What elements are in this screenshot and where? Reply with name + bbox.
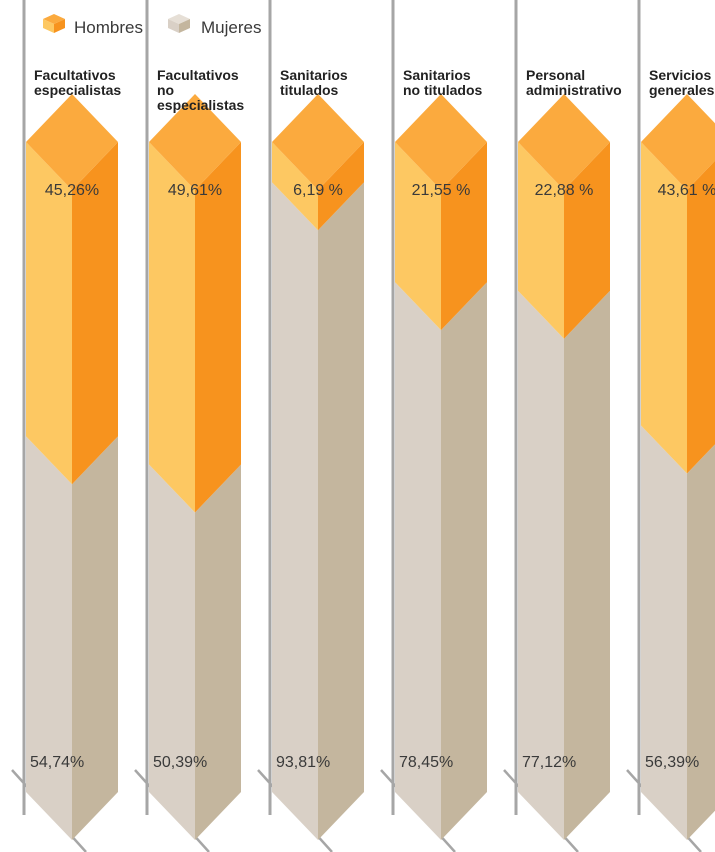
bar-hombres-front — [272, 142, 318, 231]
category-label: Personal administrativo — [526, 67, 622, 98]
bar-mujeres-side — [318, 182, 364, 841]
category-label: Facultativos especialistas — [34, 67, 121, 98]
bar-hombres-front — [26, 142, 72, 485]
category-label: Sanitarios titulados — [280, 67, 348, 98]
bar-group-5: Servicios generales 43,61 % 56,39% — [626, 0, 715, 852]
data-label-hombres: 21,55 % — [412, 182, 471, 199]
legend-label-hombres: Hombres — [74, 18, 143, 37]
bar-mujeres-side — [195, 464, 241, 840]
category-label: Facultativos no especialistas — [157, 67, 244, 113]
bar-hombres-front — [641, 142, 687, 474]
bar-mujeres-front — [272, 182, 318, 841]
bar-group-3: Sanitarios no titulados 21,55 % 78,45% — [380, 0, 487, 852]
bar-mujeres-front — [518, 290, 564, 841]
data-label-hombres: 45,26% — [45, 182, 99, 199]
bar-hombres-top — [149, 94, 241, 190]
bar-hombres-top — [518, 94, 610, 190]
data-label-mujeres: 54,74% — [30, 754, 84, 771]
bar-mujeres-front — [395, 282, 441, 840]
bar-hombres-side — [195, 142, 241, 513]
bar-mujeres-side — [564, 290, 610, 841]
bar-hombres-top — [272, 94, 364, 190]
bar-group-1: Facultativos no especialistas 49,61% 50,39% — [134, 0, 244, 852]
data-label-hombres: 6,19 % — [293, 182, 343, 199]
bar-hombres-front — [149, 142, 195, 513]
bar-hombres-side — [72, 142, 118, 485]
data-label-hombres: 43,61 % — [658, 182, 715, 199]
bar-mujeres-front — [26, 436, 72, 840]
category-label: Servicios generales — [649, 67, 715, 98]
bar-hombres-top — [641, 94, 715, 190]
legend-icon-hombres — [43, 14, 65, 33]
bar-hombres-front — [395, 142, 441, 331]
legend: Hombres Mujeres — [43, 14, 261, 37]
bar-hombres-top — [395, 94, 487, 190]
bar-hombres-side — [564, 142, 610, 339]
data-label-mujeres: 93,81% — [276, 754, 330, 771]
data-label-mujeres: 50,39% — [153, 754, 207, 771]
bar-mujeres-side — [72, 436, 118, 840]
bar-hombres-side — [441, 142, 487, 331]
bar-group-4: Personal administrativo 22,88 % 77,12% — [503, 0, 622, 852]
bar-mujeres-side — [687, 444, 715, 840]
bar-mujeres-front — [149, 464, 195, 840]
bar-hombres-side — [318, 142, 364, 231]
data-label-mujeres: 77,12% — [522, 754, 576, 771]
data-label-hombres: 49,61% — [168, 182, 222, 199]
bar-hombres-top — [26, 94, 118, 190]
legend-icon-mujeres — [168, 14, 190, 33]
bar-hombres-side — [687, 160, 715, 474]
bar-mujeres-front — [641, 425, 687, 840]
bar-mujeres-side — [441, 282, 487, 840]
legend-label-mujeres: Mujeres — [201, 18, 261, 37]
bars-group: Facultativos especialistas45,26%54,74%Fac… — [11, 0, 715, 852]
bar-hombres-front — [518, 142, 564, 339]
data-label-mujeres: 56,39% — [645, 754, 699, 771]
data-label-hombres: 22,88 % — [535, 182, 594, 199]
data-label-mujeres: 78,45% — [399, 754, 453, 771]
bar-group-2: Sanitarios titulados 6,19 % 93,81% — [257, 0, 364, 852]
bar-group-0: Facultativos especialistas 45,26% 54,74% — [11, 0, 121, 852]
category-label: Sanitarios no titulados — [403, 67, 483, 98]
